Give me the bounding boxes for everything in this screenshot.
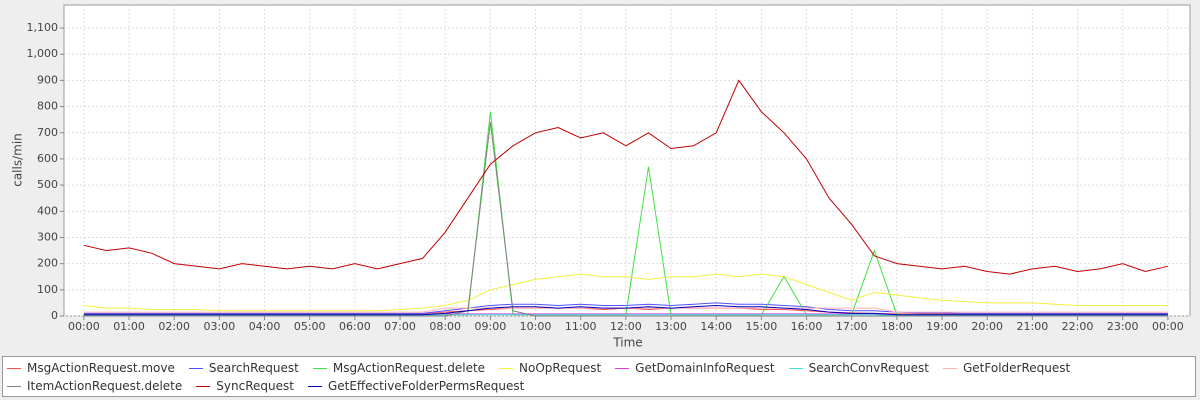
y-tick-label: 100 [37,283,58,296]
series-line [83,122,1168,317]
chart: Time calls/min 0 100 200 300 400 500 600 700 800… [11,4,1191,350]
legend-item: SearchConvRequest [788,359,929,377]
y-tick-label: 400 [37,204,58,217]
y-tick-label: 700 [37,126,58,139]
x-tick-label: 00:00 [68,320,100,333]
y-tick-label: 1,100 [27,21,59,34]
x-tick-label: 21:00 [1017,320,1049,333]
legend-swatch [307,385,322,387]
legend-swatch [7,367,21,369]
legend-item: MsgActionRequest.move [7,359,175,377]
x-axis-label: Time [612,336,642,350]
x-tick-label: 01:00 [113,320,145,333]
x-tick-label: 19:00 [926,320,958,333]
legend-item: MsgActionRequest.delete [312,359,486,377]
x-tick-label: 20:00 [971,320,1003,333]
x-tick-label: 02:00 [158,320,190,333]
x-tick-label: 06:00 [339,320,371,333]
legend-swatch [615,367,630,369]
legend-label: GetFolderRequest [962,361,1071,375]
legend-swatch [188,367,203,369]
x-tick-label: 23:00 [1107,320,1139,333]
y-tick-label: 200 [37,257,58,270]
legend: MsgActionRequest.move SearchRequest MsgAct… [2,356,1196,397]
x-tick-label: 18:00 [881,320,913,333]
legend-item: GetFolderRequest [942,359,1071,377]
x-tick-label: 22:00 [1062,320,1094,333]
y-tick-label: 600 [37,152,58,165]
x-tick-label: 16:00 [791,320,823,333]
x-tick-label: 03:00 [204,320,236,333]
legend-label: SyncRequest [216,379,294,393]
legend-label: SearchRequest [208,361,299,375]
series-line [83,304,1168,316]
legend-item: ItemActionRequest.delete [7,377,182,395]
y-tick-label: 0 [51,309,58,322]
x-tick-label: 13:00 [655,320,687,333]
y-tick-label: 1,000 [27,47,59,60]
legend-label: GetDomainInfoRequest [635,361,775,375]
legend-swatch [7,385,21,387]
legend-swatch [312,367,327,369]
legend-swatch [788,367,803,369]
x-tick-label: 04:00 [249,320,281,333]
y-axis-label: calls/min [11,133,25,187]
x-tick-label: 14:00 [700,320,732,333]
x-tick-label: 07:00 [384,320,416,333]
series-line [83,302,1168,314]
legend-label: MsgActionRequest.delete [332,361,486,375]
legend-item: GetDomainInfoRequest [615,359,775,377]
x-tick-label: 17:00 [836,320,868,333]
x-tick-label: 12:00 [610,320,642,333]
x-tick-label: 11:00 [565,320,597,333]
legend-swatch [196,385,211,387]
legend-label: NoOpRequest [519,361,602,375]
legend-swatch [942,367,957,369]
legend-item: NoOpRequest [499,359,601,377]
x-tick-label: 00:00 [1152,320,1184,333]
legend-label: ItemActionRequest.delete [27,379,183,393]
y-tick-label: 500 [37,178,58,191]
series-line [83,79,1169,275]
legend-swatch [499,367,514,369]
x-tick-label: 08:00 [429,320,461,333]
x-tick-label: 10:00 [520,320,552,333]
series-line [83,273,1168,312]
y-tick-label: 900 [37,73,58,86]
plot-area [63,4,1191,317]
legend-item: SyncRequest [196,377,294,395]
legend-label: SearchConvRequest [808,361,929,375]
y-tick-label: 300 [37,230,58,243]
legend-item: SearchRequest [188,359,299,377]
x-tick-label: 09:00 [475,320,507,333]
legend-label: MsgActionRequest.move [27,361,175,375]
y-tick-label: 800 [37,100,58,113]
x-tick-label: 15:00 [746,320,778,333]
legend-label: GetEffectiveFolderPermsRequest [327,379,525,393]
legend-item: GetEffectiveFolderPermsRequest [307,377,525,395]
x-tick-label: 05:00 [294,320,326,333]
